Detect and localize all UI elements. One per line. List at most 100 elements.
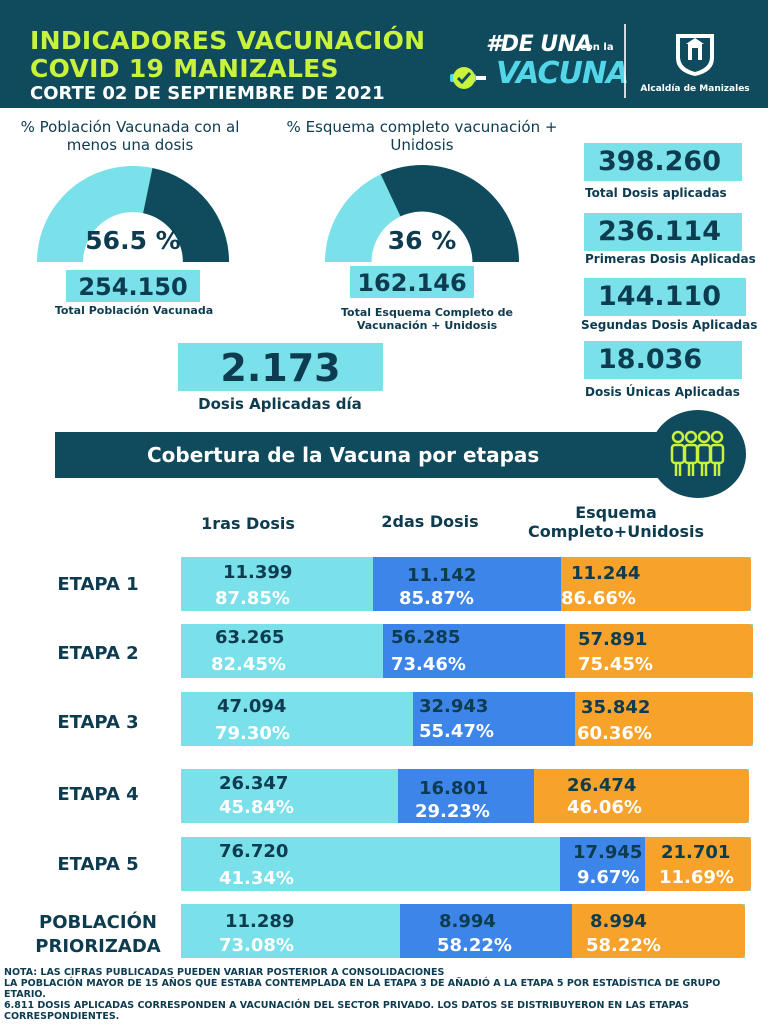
second-doses-label: Segundas Dosis Aplicadas bbox=[581, 318, 758, 332]
gauge-1-percent: 56.5 % bbox=[85, 226, 181, 255]
complete-value: 21.701 bbox=[661, 842, 731, 863]
complete-segment bbox=[572, 904, 745, 958]
gauge-2-value: 162.146 bbox=[350, 266, 474, 298]
col-header-first: 1ras Dosis bbox=[201, 514, 295, 533]
gauge-1-value: 254.150 bbox=[66, 270, 200, 302]
total-doses-value: 398.260 bbox=[584, 143, 742, 181]
complete-segment bbox=[561, 557, 751, 611]
second-dose-segment bbox=[373, 557, 563, 611]
single-doses-value: 18.036 bbox=[584, 341, 742, 379]
daily-doses-value: 2.173 bbox=[178, 343, 383, 391]
second-dose-value: 8.994 bbox=[439, 911, 496, 932]
first-dose-value: 26.347 bbox=[219, 773, 289, 794]
complete-value: 35.842 bbox=[581, 697, 651, 718]
gauge-2-percent: 36 % bbox=[387, 226, 457, 255]
gauge-2-fill bbox=[380, 165, 519, 262]
gauge-1 bbox=[37, 166, 229, 262]
first-doses-value: 236.114 bbox=[584, 213, 742, 251]
second-dose-value: 16.801 bbox=[419, 778, 489, 799]
first-dose-value: 11.399 bbox=[223, 562, 293, 583]
complete-segment bbox=[575, 692, 753, 746]
first-dose-percent: 41.34% bbox=[219, 868, 294, 889]
cutoff-date: CORTE 02 DE SEPTIEMBRE DE 2021 bbox=[30, 83, 385, 104]
coverage-row-etapa-5: 76.720 41.34% 17.945 9.67% 21.701 11.69% bbox=[181, 837, 751, 891]
coverage-row-etapa-1: 11.399 87.85% 11.142 85.87% 11.244 86.66… bbox=[181, 557, 751, 611]
footnote-2: LA POBLACIÓN MAYOR DE 15 AÑOS QUE ESTABA… bbox=[4, 978, 721, 1000]
people-group-icon bbox=[670, 430, 725, 476]
second-dose-percent: 9.67% bbox=[577, 867, 640, 888]
mayor-office-name: Alcaldía de Manizales bbox=[640, 84, 750, 94]
second-dose-segment bbox=[413, 692, 578, 746]
first-dose-percent: 73.08% bbox=[219, 935, 294, 956]
complete-percent: 75.45% bbox=[578, 654, 653, 675]
first-dose-percent: 79.30% bbox=[215, 723, 290, 744]
complete-value: 8.994 bbox=[590, 911, 647, 932]
second-dose-percent: 85.87% bbox=[399, 588, 474, 609]
second-dose-value: 17.945 bbox=[573, 842, 643, 863]
gauge-1-title: % Población Vacunada con al menos una do… bbox=[20, 118, 240, 154]
second-dose-segment bbox=[560, 837, 649, 891]
coverage-title: Cobertura de la Vacuna por etapas bbox=[147, 443, 540, 467]
single-doses-label: Dosis Únicas Aplicadas bbox=[585, 385, 740, 399]
row-label-etapa-5: ETAPA 5 bbox=[57, 854, 139, 875]
second-dose-percent: 58.22% bbox=[437, 935, 512, 956]
complete-percent: 46.06% bbox=[567, 797, 642, 818]
campaign-hashtag: #DE UNA bbox=[486, 32, 593, 57]
title-line-1: INDICADORES VACUNACIÓN bbox=[30, 26, 426, 55]
city-seal-icon bbox=[676, 34, 714, 76]
complete-percent: 60.36% bbox=[577, 723, 652, 744]
gauge-2-title: % Esquema completo vacunación + Unidosis bbox=[286, 118, 558, 154]
second-dose-segment bbox=[398, 769, 538, 823]
campaign-word: VACUNA bbox=[496, 56, 629, 91]
second-dose-percent: 55.47% bbox=[419, 721, 494, 742]
complete-percent: 58.22% bbox=[586, 935, 661, 956]
complete-value: 11.244 bbox=[571, 563, 641, 584]
col-header-second: 2das Dosis bbox=[381, 512, 479, 531]
gauge-1-caption: Total Población Vacunada bbox=[54, 304, 214, 317]
total-doses-label: Total Dosis aplicadas bbox=[585, 186, 727, 200]
complete-percent: 11.69% bbox=[659, 867, 734, 888]
coverage-row-priorizada: 11.289 73.08% 8.994 58.22% 8.994 58.22% bbox=[181, 904, 745, 958]
gauge-2-caption: Total Esquema Completo de Vacunación + U… bbox=[341, 306, 513, 332]
first-dose-value: 76.720 bbox=[219, 841, 289, 862]
second-doses-value: 144.110 bbox=[584, 278, 746, 316]
col-header-complete: Esquema Completo+Unidosis bbox=[527, 503, 705, 541]
header-divider bbox=[624, 24, 626, 98]
row-label-etapa-3: ETAPA 3 bbox=[57, 712, 139, 733]
footnote-1: NOTA: LAS CIFRAS PUBLICADAS PUEDEN VARIA… bbox=[4, 967, 445, 978]
row-label-etapa-4: ETAPA 4 bbox=[57, 784, 139, 805]
row-label-etapa-2: ETAPA 2 bbox=[57, 643, 139, 664]
complete-segment bbox=[565, 624, 753, 678]
title-line-2: COVID 19 MANIZALES bbox=[30, 54, 339, 83]
header-bar: INDICADORES VACUNACIÓN COVID 19 MANIZALE… bbox=[0, 0, 768, 108]
complete-segment bbox=[534, 769, 749, 823]
coverage-row-etapa-3: 47.094 79.30% 32.943 55.47% 35.842 60.36… bbox=[181, 692, 753, 746]
first-doses-label: Primeras Dosis Aplicadas bbox=[585, 252, 756, 266]
gauge-1-fill bbox=[143, 167, 229, 262]
first-dose-percent: 45.84% bbox=[219, 797, 294, 818]
first-dose-percent: 82.45% bbox=[211, 654, 286, 675]
second-dose-segment bbox=[383, 624, 571, 678]
campaign-connector: con la bbox=[580, 42, 614, 53]
first-dose-value: 11.289 bbox=[225, 911, 295, 932]
second-dose-segment bbox=[400, 904, 576, 958]
first-dose-value: 47.094 bbox=[217, 696, 287, 717]
coverage-banner: Cobertura de la Vacuna por etapas bbox=[55, 432, 705, 478]
second-dose-value: 32.943 bbox=[419, 696, 489, 717]
coverage-row-etapa-2: 63.265 82.45% 56.285 73.46% 57.891 75.45… bbox=[181, 624, 753, 678]
complete-segment bbox=[645, 837, 751, 891]
complete-percent: 86.66% bbox=[561, 588, 636, 609]
footnote-3: 6.811 DOSIS APLICADAS CORRESPONDEN A VAC… bbox=[4, 1000, 689, 1022]
gauge-2 bbox=[325, 165, 519, 262]
footnotes: NOTA: LAS CIFRAS PUBLICADAS PUEDEN VARIA… bbox=[4, 967, 764, 1022]
coverage-row-etapa-4: 26.347 45.84% 16.801 29.23% 26.474 46.06… bbox=[181, 769, 749, 823]
first-dose-percent: 87.85% bbox=[215, 588, 290, 609]
row-label-priorizada: POBLACIÓN PRIORIZADA bbox=[35, 912, 161, 957]
campaign-logo: #DE UNA con la VACUNA bbox=[448, 28, 629, 98]
syringe-check-icon bbox=[450, 67, 486, 89]
second-dose-value: 56.285 bbox=[391, 627, 461, 648]
complete-value: 57.891 bbox=[578, 629, 648, 650]
second-dose-value: 11.142 bbox=[407, 565, 477, 586]
complete-value: 26.474 bbox=[567, 775, 637, 796]
people-icon-badge bbox=[650, 410, 746, 498]
